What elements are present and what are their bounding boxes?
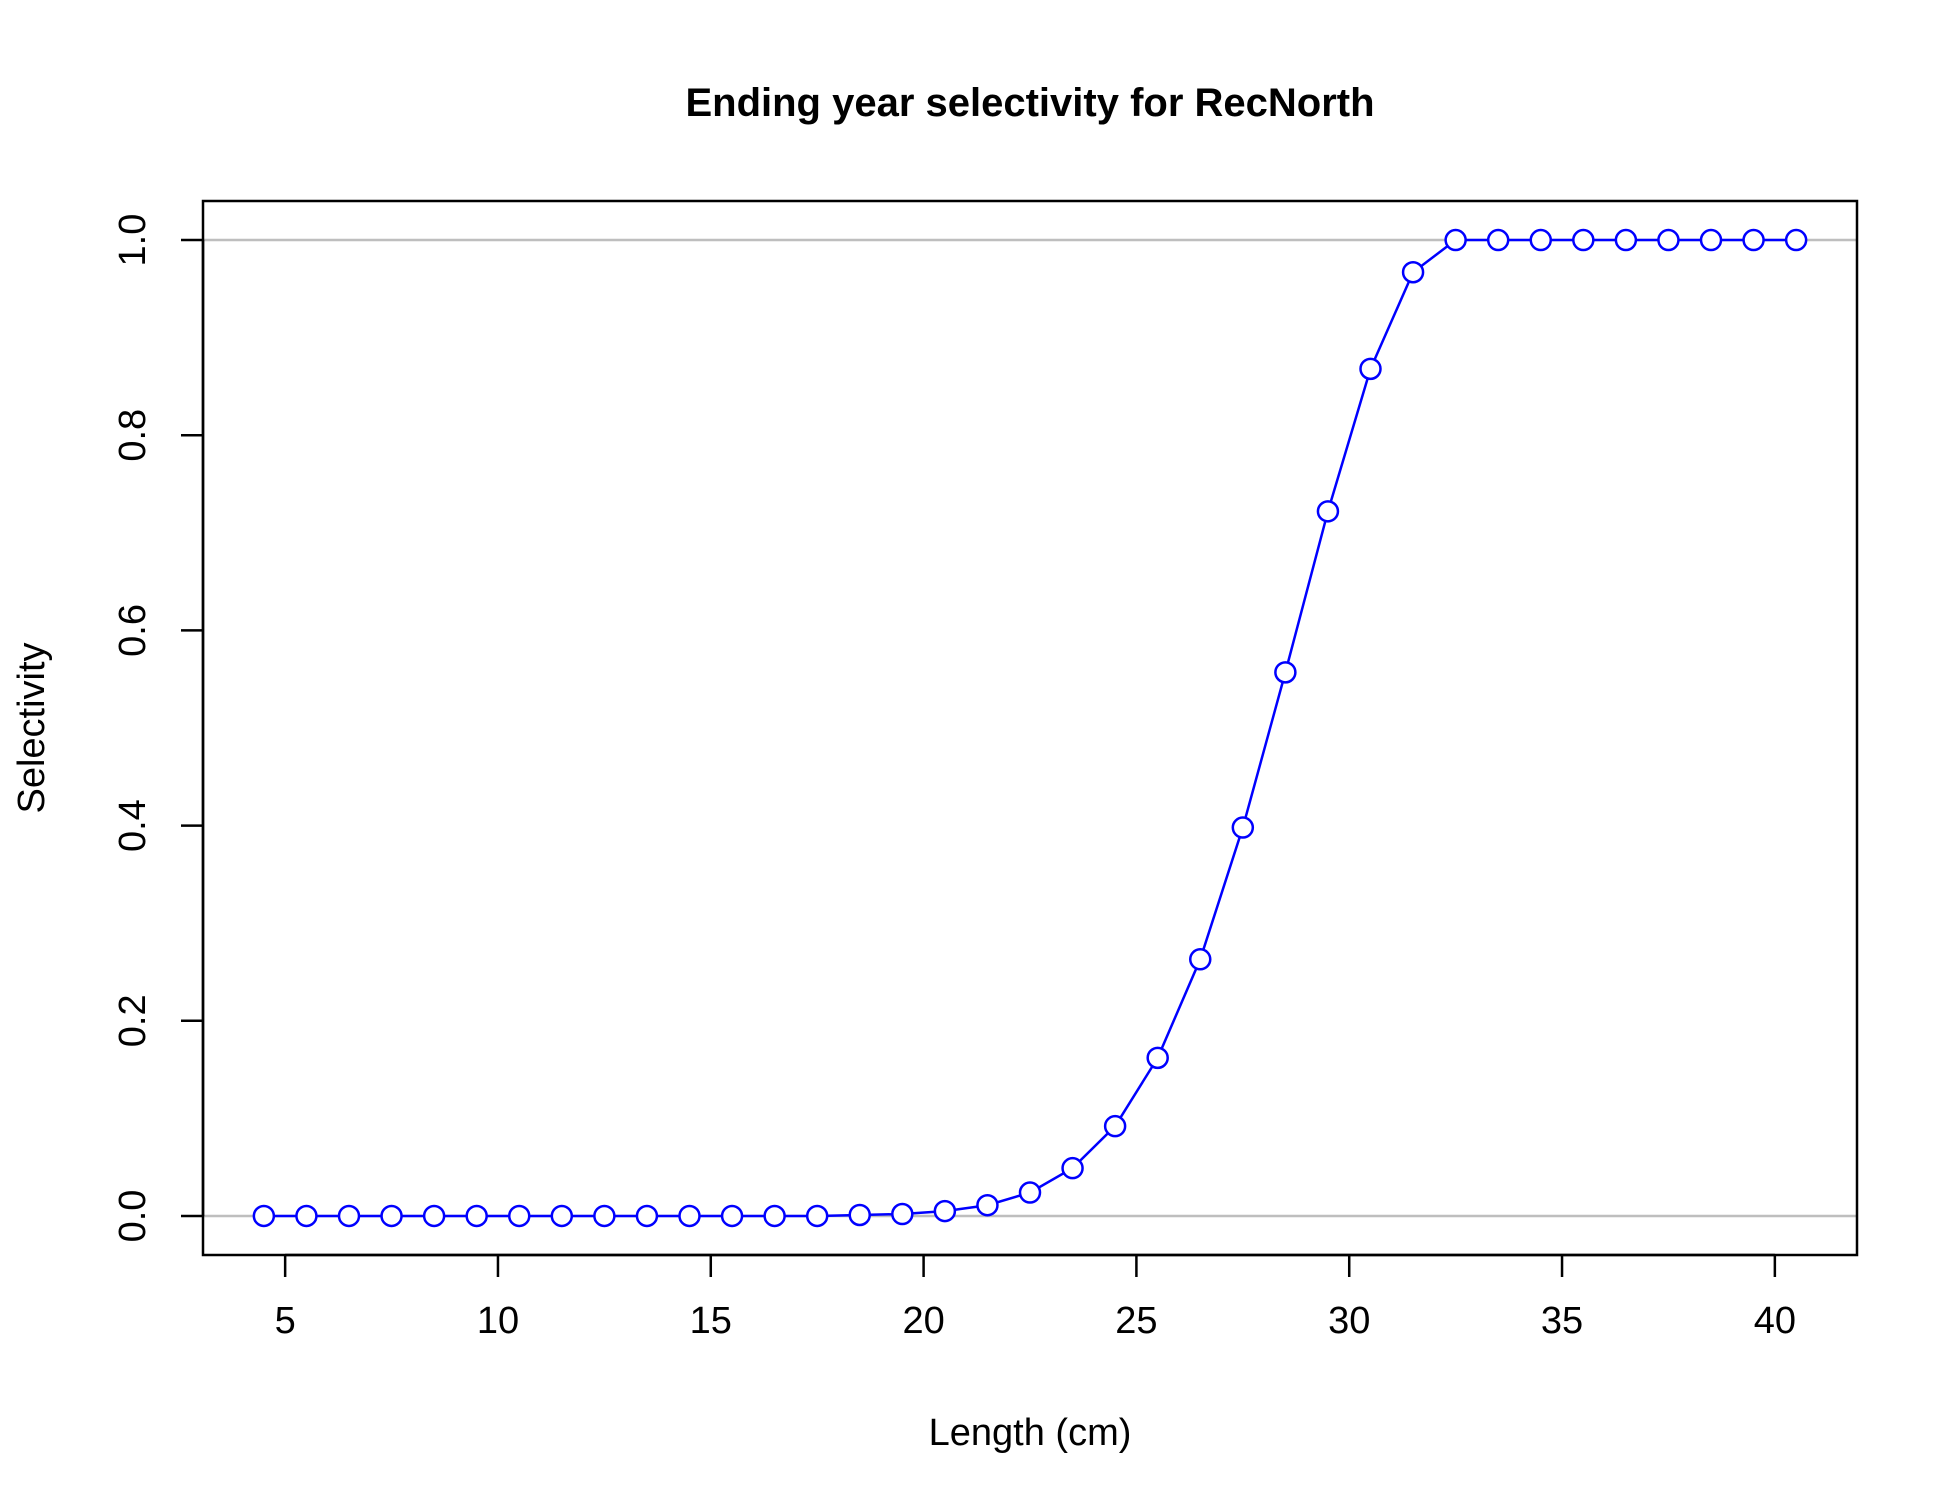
x-tick-label: 30 [1328,1300,1370,1342]
x-tick-label: 5 [275,1300,296,1342]
x-tick-label: 10 [477,1300,519,1342]
data-point [252,1204,276,1228]
data-point [1614,228,1638,252]
data-point [1061,1156,1084,1180]
y-axis: 0.0 0.2 0.4 0.6 0.8 1.0 [112,214,205,1243]
data-point [1486,228,1510,252]
x-tick-label: 40 [1754,1300,1796,1342]
x-axis: 5 10 15 20 25 30 35 40 [275,1253,1796,1342]
data-point [1742,228,1765,252]
data-point [337,1204,361,1228]
data-point [933,1199,957,1223]
y-tick-label: 1.0 [112,214,154,267]
data-point [1316,500,1340,523]
data-point [1018,1181,1042,1204]
data-point [763,1204,786,1228]
data-point [1784,228,1808,252]
data-point [1103,1114,1127,1138]
data-point [295,1204,318,1228]
data-point [1146,1046,1169,1070]
data-point [635,1204,659,1228]
x-tick-label: 35 [1541,1300,1583,1342]
y-tick-label: 0.2 [112,994,154,1047]
data-point [1699,228,1723,252]
data-point [1359,357,1382,381]
x-tick-label: 15 [690,1300,732,1342]
data-point [507,1204,531,1228]
y-tick-label: 0.6 [112,604,154,657]
y-axis-label: Selectivity [11,642,53,813]
x-tick-label: 25 [1115,1300,1157,1342]
data-point [1231,816,1255,839]
x-axis-label: Length (cm) [929,1412,1132,1454]
data-point [976,1193,999,1217]
y-tick-label: 0.4 [112,799,154,852]
data-point [720,1204,744,1228]
y-tick-label: 0.8 [112,409,154,462]
x-tick-label: 20 [902,1300,944,1342]
data-point [465,1204,488,1228]
data-point [891,1202,914,1226]
data-point [593,1204,616,1228]
data-point [1401,260,1425,284]
data-point [848,1203,871,1227]
data-point [380,1204,403,1228]
data-point [805,1204,829,1228]
series-layer [252,228,1808,1228]
data-point [1529,228,1553,252]
data-point [1657,228,1680,252]
chart-title: Ending year selectivity for RecNorth [685,81,1374,125]
data-point [1274,661,1297,684]
y-tick-label: 0.0 [112,1190,154,1243]
data-point [550,1204,574,1228]
data-point [1444,228,1467,252]
data-point [678,1204,701,1228]
data-point [1189,948,1212,971]
data-point [1572,228,1595,252]
data-point [422,1204,446,1228]
